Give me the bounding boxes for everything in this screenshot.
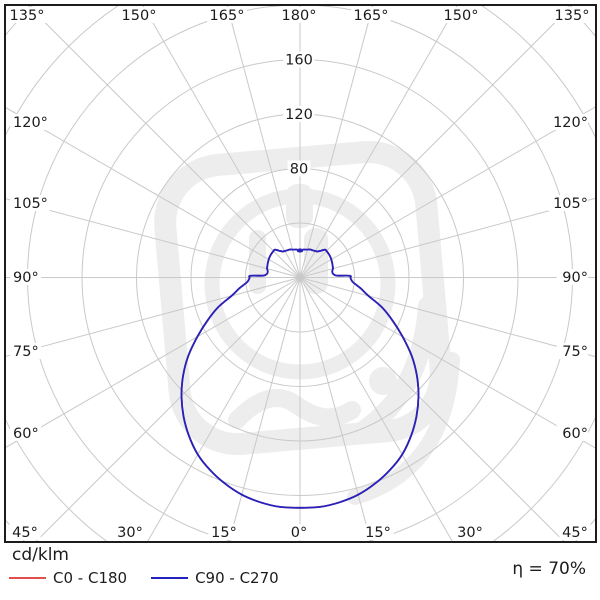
gamma-label-right: 105° (553, 196, 588, 212)
gamma-label-bottom: 45° (12, 525, 38, 541)
radial-tick-label: 80 (290, 162, 308, 178)
radial-tick-label: 120 (285, 107, 313, 123)
gamma-label-top: 165° (354, 8, 389, 24)
gamma-label-right: 75° (562, 344, 588, 360)
gamma-label-top: 165° (210, 8, 245, 24)
gamma-label-bottom: 30° (457, 525, 483, 541)
gamma-label-bottom: 15° (365, 525, 391, 541)
gamma-label-left: 105° (13, 196, 48, 212)
curve-c90-c270 (180, 248, 420, 509)
gamma-label-left: 60° (13, 426, 39, 442)
gamma-label-bottom: 0° (291, 525, 307, 541)
gamma-label-bottom: 45° (562, 525, 588, 541)
gamma-label-top: 150° (444, 8, 479, 24)
gamma-label-top: 135° (10, 8, 45, 24)
chart-area: 80 120 160 135° 150° 165° 180° 165° 150° 135° 45° 3… (6, 6, 595, 541)
gamma-label-top: 135° (555, 8, 590, 24)
legend-label-c90-c270: C90 - C270 (195, 569, 279, 587)
legend: C0 - C180 C90 - C270 (9, 569, 303, 587)
legend-label-c0-c180: C0 - C180 (53, 569, 128, 587)
gamma-label-left: 120° (13, 115, 48, 131)
radial-tick-label: 160 (285, 53, 313, 69)
efficiency-label: η = 70% (512, 559, 586, 579)
polar-chart-canvas: 80 120 160 135° 150° 165° 180° 165° 150° 135° 45° 3… (4, 4, 597, 543)
gamma-label-top: 150° (122, 8, 157, 24)
gamma-label-left: 75° (13, 344, 39, 360)
unit-label: cd/klm (12, 545, 69, 565)
gamma-label-bottom: 15° (211, 525, 237, 541)
legend-swatch-c0-c180 (9, 577, 46, 579)
legend-swatch-c90-c270 (151, 577, 189, 579)
gamma-label-top: 180° (282, 8, 317, 24)
gamma-label-right: 90° (562, 270, 588, 286)
gamma-label-bottom: 30° (117, 525, 143, 541)
gamma-label-right: 60° (562, 426, 588, 442)
gamma-label-right: 120° (553, 115, 588, 131)
gamma-label-left: 90° (13, 270, 39, 286)
